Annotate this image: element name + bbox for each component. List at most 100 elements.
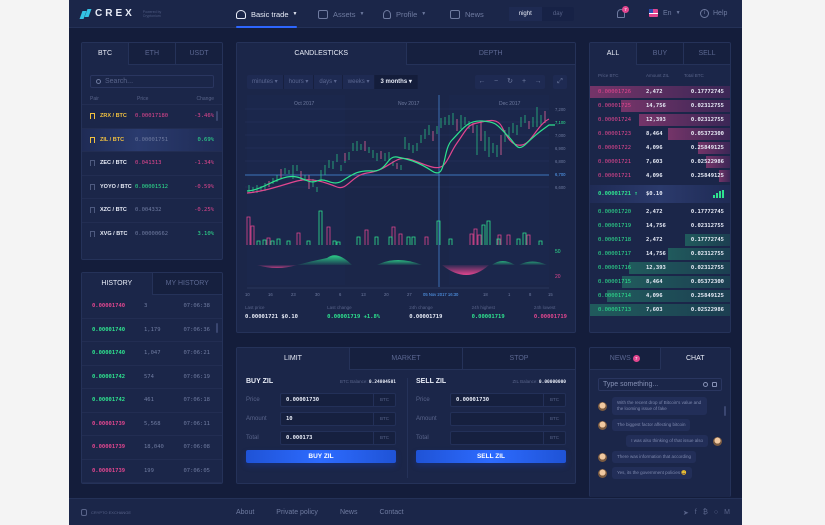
footer-link-news[interactable]: News — [339, 509, 358, 516]
sell-zil-button[interactable]: SELL ZIL — [416, 450, 566, 463]
ask-row[interactable]: 0.00001725 14,756 0.02312755 — [590, 99, 730, 113]
avatar[interactable] — [598, 468, 607, 478]
tab-sell[interactable]: SELL — [683, 43, 730, 65]
ask-row[interactable]: 0.00001726 2,472 0.17772745 — [590, 85, 730, 99]
github-icon[interactable]: ○ — [713, 509, 719, 516]
bookmark-icon[interactable] — [90, 207, 95, 214]
pair-row[interactable]: YOYO / BTC 0.00001512 -0.59% — [82, 174, 222, 199]
history-scrollbar[interactable] — [216, 323, 218, 333]
bookmark-icon[interactable] — [90, 230, 95, 237]
interval-days[interactable]: days ▾ — [314, 75, 343, 89]
reset-icon[interactable]: ↻ — [507, 78, 513, 85]
nav-basic-trade[interactable]: Basic trade ▼ — [236, 0, 298, 28]
buy-price-input[interactable]: 0.00001730 — [280, 393, 374, 407]
pairs-scrollbar[interactable] — [216, 111, 218, 121]
footer-link-about[interactable]: About — [236, 509, 255, 516]
emoji-icon[interactable] — [703, 382, 708, 387]
ask-row[interactable]: 0.00001724 12,393 0.02312755 — [590, 113, 730, 127]
nav-profile[interactable]: Profile ▼ — [383, 0, 426, 28]
tab-candlesticks[interactable]: CANDLESTICKS — [237, 43, 406, 65]
avatar[interactable] — [598, 452, 607, 462]
us-flag-icon — [649, 9, 658, 17]
bitcoin-icon[interactable]: ₿ — [702, 509, 708, 516]
bid-row[interactable]: 0.00001713 7,603 0.02522986 — [590, 303, 730, 317]
bid-row[interactable]: 0.00001719 14,756 0.02312755 — [590, 219, 730, 233]
sell-amount-input[interactable] — [450, 412, 544, 426]
col-change[interactable]: Change — [196, 96, 214, 102]
zoom-in-icon[interactable]: + — [521, 78, 527, 85]
logo[interactable]: CREX Powered by Cryptonium — [79, 8, 167, 19]
help-link[interactable]: i Help — [700, 9, 727, 18]
interval-3-months[interactable]: 3 months ▾ — [375, 75, 418, 89]
tab-buy[interactable]: BUY — [636, 43, 683, 65]
ask-row[interactable]: 0.00001721 4,096 0.25849125 — [590, 169, 730, 183]
buy-total-input[interactable]: 0.000173 — [280, 431, 374, 445]
sell-total-input[interactable] — [450, 431, 544, 445]
tab-chat[interactable]: CHAT — [659, 348, 730, 370]
bookmark-icon[interactable] — [90, 183, 95, 190]
pair-change: -3.46% — [194, 113, 214, 120]
nav-news[interactable]: News — [450, 0, 484, 28]
fullscreen-icon[interactable]: ⤢ — [553, 75, 567, 89]
tab-my-history[interactable]: MY HISTORY — [151, 273, 222, 295]
avatar[interactable] — [598, 401, 607, 411]
bookmark-icon[interactable] — [90, 113, 95, 120]
medium-icon[interactable]: M — [724, 509, 730, 516]
pair-row[interactable]: XVG / BTC 0.00000662 3.10% — [82, 221, 222, 246]
facebook-icon[interactable]: f — [694, 509, 697, 516]
interval-hours[interactable]: hours ▾ — [284, 75, 315, 89]
interval-minutes[interactable]: minutes ▾ — [247, 75, 284, 89]
bookmark-icon[interactable] — [90, 160, 95, 167]
tab-eth[interactable]: ETH — [128, 43, 175, 65]
bookmark-icon[interactable] — [90, 136, 95, 143]
footer-link-contact[interactable]: Contact — [379, 509, 404, 516]
footer-link-private-policy[interactable]: Private policy — [276, 509, 318, 516]
pair-name: XZC / BTC — [100, 207, 127, 214]
bid-row[interactable]: 0.00001720 2,472 0.17772745 — [590, 205, 730, 219]
col-price[interactable]: Price — [137, 96, 149, 102]
theme-day-button[interactable]: day — [552, 11, 563, 17]
arrow-right-icon[interactable]: → — [534, 78, 542, 85]
tab-usdt[interactable]: USDT — [175, 43, 222, 65]
ask-row[interactable]: 0.00001721 7,603 0.02522986 — [590, 155, 730, 169]
zoom-out-icon[interactable]: − — [493, 78, 499, 85]
nav-assets[interactable]: Assets ▼ — [318, 0, 364, 28]
tab-market[interactable]: MARKET — [349, 348, 462, 370]
buy-zil-button[interactable]: BUY ZIL — [246, 450, 396, 463]
col-pair[interactable]: Pair — [90, 96, 99, 102]
tab-all[interactable]: ALL — [590, 43, 636, 65]
avatar[interactable] — [598, 420, 607, 430]
pair-row[interactable]: ZEC / BTC 0.041313 -1.34% — [82, 151, 222, 175]
pair-row[interactable]: ZIL / BTC 0.00001751 0.69% — [82, 127, 222, 151]
camera-icon[interactable] — [712, 382, 717, 387]
language-selector[interactable]: En ▼ — [649, 9, 681, 17]
interval-weeks[interactable]: weeks ▾ — [343, 75, 376, 89]
ask-row[interactable]: 0.00001722 4,096 0.25849125 — [590, 141, 730, 155]
chat-scrollbar[interactable] — [724, 406, 726, 416]
tab-news[interactable]: NEWS 7 — [590, 348, 660, 370]
arrow-left-icon[interactable]: ← — [478, 78, 486, 85]
bell-icon[interactable] — [617, 9, 625, 18]
tab-history[interactable]: HISTORY — [82, 273, 152, 295]
bid-row[interactable]: 0.00001718 2,472 0.17772745 — [590, 233, 730, 247]
theme-night-button[interactable]: night — [509, 7, 542, 21]
bid-row[interactable]: 0.00001714 4,096 0.25849125 — [590, 289, 730, 303]
pair-row[interactable]: ZRX / BTC 0.00017180 -3.46% — [82, 104, 222, 128]
bid-row[interactable]: 0.00001717 14,756 0.02312755 — [590, 247, 730, 261]
nav-label: Basic trade — [251, 9, 289, 19]
buy-amount-input[interactable]: 10 — [280, 412, 374, 426]
tab-stop[interactable]: STOP — [462, 348, 575, 370]
tab-depth[interactable]: DEPTH — [405, 43, 575, 65]
avatar[interactable] — [713, 436, 722, 446]
sell-price-input[interactable]: 0.00001730 — [450, 393, 544, 407]
telegram-icon[interactable]: ➤ — [682, 510, 689, 517]
bid-row[interactable]: 0.00001715 8,464 0.05372300 — [590, 275, 730, 289]
pair-search-input[interactable]: Search... — [90, 75, 214, 88]
ask-row[interactable]: 0.00001723 8,464 0.05372300 — [590, 127, 730, 141]
candlestick-chart[interactable]: Oct 2017 Nov 2017 Dec 2017 7,200 7,100 7… — [237, 95, 576, 300]
tab-btc[interactable]: BTC — [82, 43, 128, 65]
tab-limit[interactable]: LIMIT — [237, 348, 349, 370]
bid-row[interactable]: 0.00001716 12,393 0.02312755 — [590, 261, 730, 275]
chat-message-input[interactable]: Type something... — [598, 378, 722, 391]
pair-row[interactable]: XZC / BTC 0.004332 -0.25% — [82, 198, 222, 222]
